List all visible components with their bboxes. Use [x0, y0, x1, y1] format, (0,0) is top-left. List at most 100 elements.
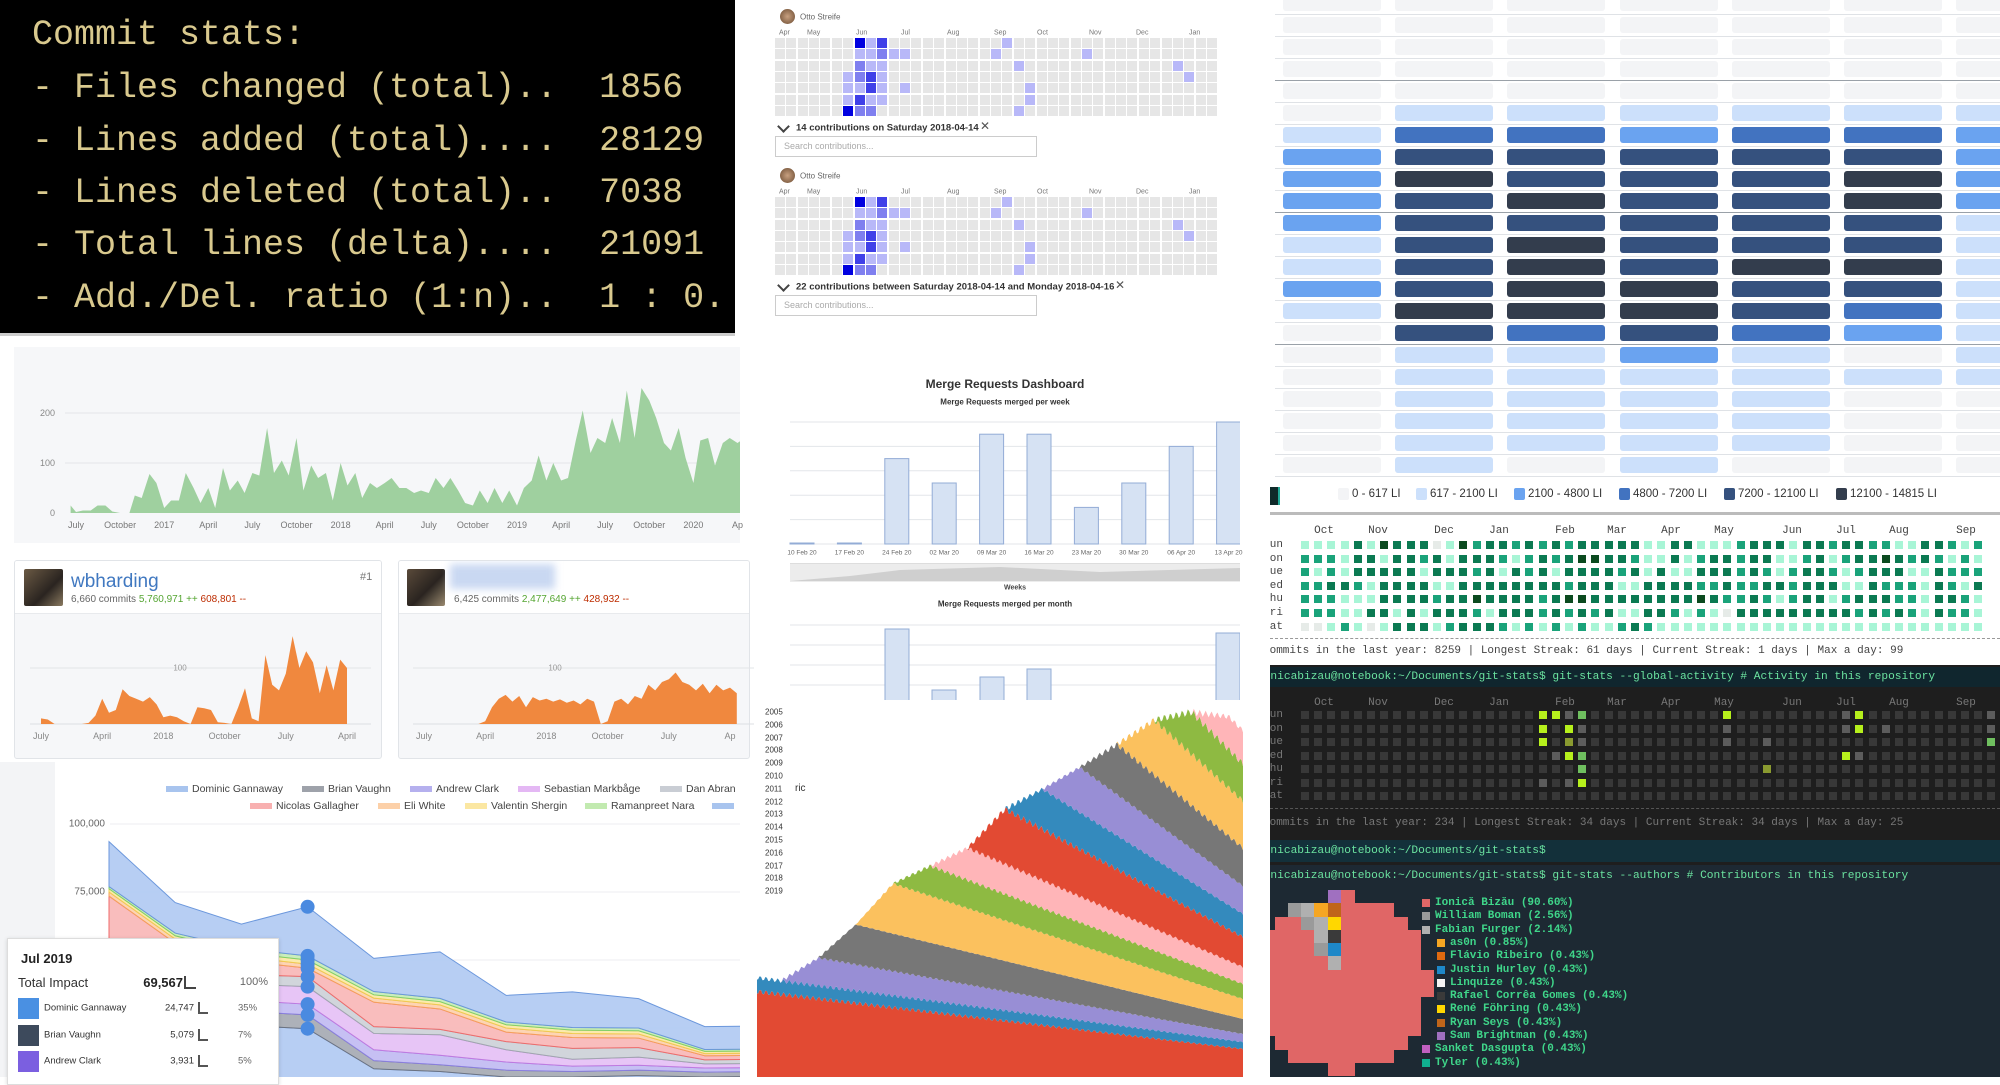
- calendar-day[interactable]: [1855, 609, 1864, 617]
- contribution-day[interactable]: [1081, 253, 1092, 264]
- contribution-day[interactable]: [956, 49, 967, 60]
- calendar-day[interactable]: [1934, 751, 1943, 760]
- calendar-day[interactable]: [1578, 792, 1587, 800]
- calendar-day[interactable]: [1802, 792, 1811, 800]
- calendar-day[interactable]: [1868, 568, 1877, 577]
- calendar-day[interactable]: [1433, 622, 1441, 631]
- contribution-day[interactable]: [1059, 253, 1070, 264]
- calendar-day[interactable]: [1842, 765, 1851, 773]
- calendar-day[interactable]: [1604, 738, 1613, 746]
- calendar-day[interactable]: [1749, 711, 1758, 719]
- calendar-day[interactable]: [1763, 541, 1771, 549]
- contribution-day[interactable]: [865, 60, 876, 71]
- calendar-day[interactable]: [1301, 622, 1309, 631]
- calendar-day[interactable]: [1459, 554, 1468, 563]
- contribution-day[interactable]: [888, 208, 899, 219]
- heatmap-cell[interactable]: [1507, 303, 1606, 319]
- contribution-day[interactable]: [968, 105, 979, 116]
- contribution-day[interactable]: [945, 60, 956, 71]
- contribution-day[interactable]: [854, 49, 865, 60]
- contribution-day[interactable]: [911, 264, 922, 275]
- contribution-day[interactable]: [1013, 219, 1024, 230]
- calendar-day[interactable]: [1868, 751, 1877, 760]
- contribution-day[interactable]: [786, 60, 797, 71]
- heatmap-cell[interactable]: [1731, 83, 1830, 99]
- calendar-day[interactable]: [1763, 595, 1771, 604]
- calendar-day[interactable]: [1829, 581, 1837, 590]
- calendar-day[interactable]: [1802, 581, 1811, 590]
- contribution-day[interactable]: [1013, 105, 1024, 116]
- contribution-day[interactable]: [809, 219, 820, 230]
- calendar-day[interactable]: [1974, 792, 1983, 800]
- calendar-day[interactable]: [1789, 792, 1798, 800]
- contribution-day[interactable]: [979, 242, 990, 253]
- calendar-day[interactable]: [1895, 622, 1903, 631]
- calendar-day[interactable]: [1314, 778, 1323, 787]
- calendar-day[interactable]: [1472, 738, 1481, 746]
- calendar-day[interactable]: [1644, 738, 1653, 746]
- contribution-day[interactable]: [922, 60, 933, 71]
- contribution-day[interactable]: [888, 253, 899, 264]
- contribution-day[interactable]: [831, 230, 842, 241]
- calendar-day[interactable]: [1314, 711, 1323, 719]
- contribution-day[interactable]: [1161, 219, 1172, 230]
- calendar-day[interactable]: [1340, 738, 1349, 746]
- calendar-day[interactable]: [1763, 554, 1771, 563]
- heatmap-cell[interactable]: [1283, 83, 1381, 99]
- calendar-day[interactable]: [1961, 711, 1969, 719]
- calendar-day[interactable]: [1406, 595, 1415, 604]
- calendar-day[interactable]: [1895, 568, 1903, 577]
- calendar-day[interactable]: [1961, 595, 1969, 604]
- contribution-day[interactable]: [775, 219, 785, 230]
- heatmap-cell[interactable]: [1507, 391, 1606, 407]
- heatmap-cell[interactable]: [1956, 281, 2000, 297]
- contribution-day[interactable]: [1093, 71, 1104, 82]
- contribution-day[interactable]: [1036, 197, 1047, 207]
- calendar-day[interactable]: [1895, 581, 1903, 590]
- calendar-day[interactable]: [1683, 751, 1692, 760]
- contribution-day[interactable]: [1104, 83, 1115, 94]
- contribution-day[interactable]: [1059, 242, 1070, 253]
- contribution-day[interactable]: [797, 253, 808, 264]
- calendar-day[interactable]: [1657, 778, 1666, 787]
- calendar-day[interactable]: [1763, 778, 1771, 787]
- calendar-day[interactable]: [1723, 554, 1732, 563]
- calendar-day[interactable]: [1433, 568, 1441, 577]
- calendar-day[interactable]: [1881, 724, 1890, 733]
- calendar-day[interactable]: [1815, 541, 1824, 549]
- calendar-day[interactable]: [1380, 711, 1389, 719]
- contribution-day[interactable]: [888, 38, 899, 48]
- calendar-day[interactable]: [1604, 595, 1613, 604]
- calendar-day[interactable]: [1789, 711, 1798, 719]
- calendar-day[interactable]: [1380, 595, 1389, 604]
- calendar-day[interactable]: [1697, 622, 1705, 631]
- calendar-day[interactable]: [1855, 724, 1864, 733]
- contribution-day[interactable]: [991, 264, 1002, 275]
- contribution-day[interactable]: [1093, 49, 1104, 60]
- calendar-day[interactable]: [1472, 541, 1481, 549]
- contribution-day[interactable]: [809, 242, 820, 253]
- heatmap-cell[interactable]: [1619, 413, 1718, 429]
- calendar-day[interactable]: [1617, 554, 1626, 563]
- calendar-day[interactable]: [1723, 595, 1732, 604]
- contribution-day[interactable]: [786, 49, 797, 60]
- calendar-day[interactable]: [1617, 751, 1626, 760]
- calendar-day[interactable]: [1974, 554, 1983, 563]
- contribution-day[interactable]: [1002, 197, 1013, 207]
- contribution-day[interactable]: [968, 83, 979, 94]
- calendar-day[interactable]: [1301, 765, 1309, 773]
- contribution-day[interactable]: [1047, 71, 1058, 82]
- contribution-day[interactable]: [1070, 49, 1081, 60]
- calendar-day[interactable]: [1908, 595, 1917, 604]
- calendar-day[interactable]: [1789, 609, 1798, 617]
- calendar-day[interactable]: [1604, 554, 1613, 563]
- calendar-day[interactable]: [1802, 554, 1811, 563]
- heatmap-cell[interactable]: [1507, 171, 1606, 187]
- heatmap-cell[interactable]: [1844, 413, 1942, 429]
- calendar-day[interactable]: [1367, 595, 1375, 604]
- calendar-day[interactable]: [1551, 778, 1560, 787]
- contribution-day[interactable]: [945, 253, 956, 264]
- calendar-day[interactable]: [1961, 609, 1969, 617]
- calendar-day[interactable]: [1842, 792, 1851, 800]
- contribution-day[interactable]: [991, 219, 1002, 230]
